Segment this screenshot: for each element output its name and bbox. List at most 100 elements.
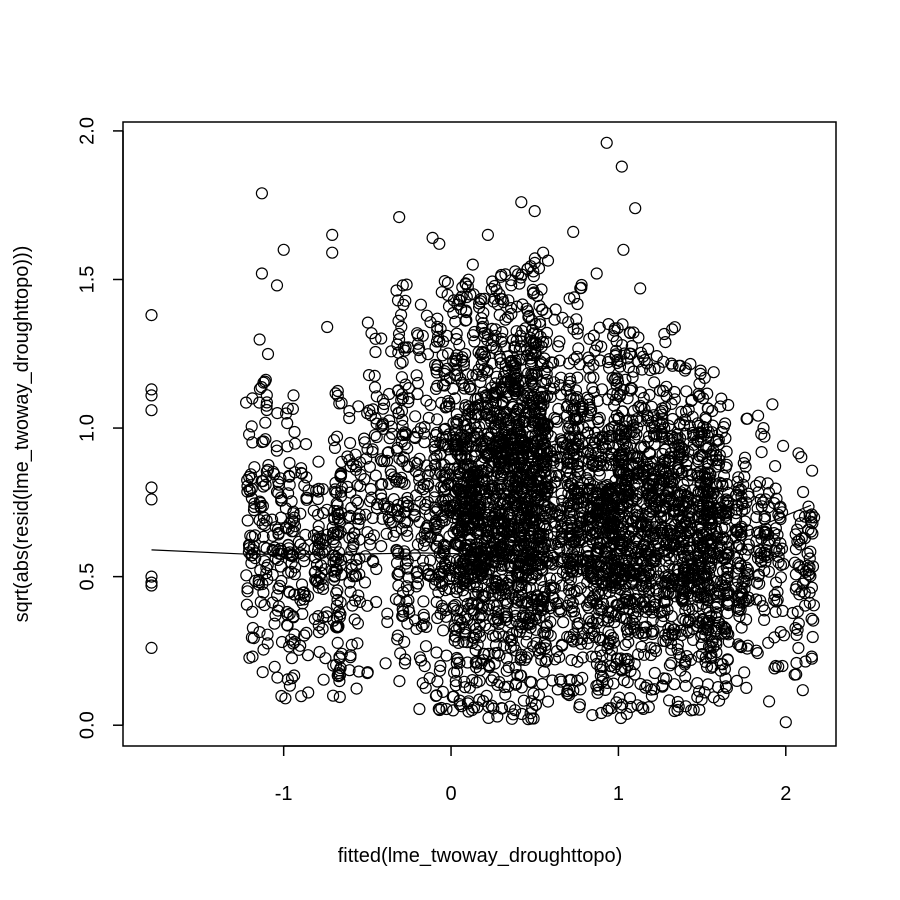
data-point <box>281 619 294 632</box>
data-point <box>738 549 752 562</box>
data-point <box>533 299 546 312</box>
data-point <box>675 628 688 642</box>
data-point <box>617 437 630 450</box>
data-point <box>327 434 341 447</box>
data-point <box>623 500 636 513</box>
data-point <box>741 412 754 425</box>
data-point <box>653 418 667 431</box>
data-point <box>634 282 647 295</box>
data-point <box>472 486 485 499</box>
data-point <box>641 530 654 543</box>
data-point <box>285 672 299 685</box>
data-point <box>449 352 462 365</box>
data-point <box>418 534 431 547</box>
data-point <box>581 446 594 459</box>
data-point <box>537 626 550 639</box>
data-point <box>333 610 346 624</box>
data-point <box>431 413 444 426</box>
data-point <box>594 354 607 367</box>
data-point <box>515 268 529 281</box>
data-point <box>379 657 392 670</box>
data-point <box>742 538 755 551</box>
data-point <box>300 471 313 484</box>
data-point <box>700 442 713 455</box>
data-point <box>623 594 636 608</box>
data-point <box>622 361 635 374</box>
data-point <box>755 446 768 459</box>
y-tick-label: 1.5 <box>76 266 98 294</box>
data-point <box>696 392 710 405</box>
data-point <box>145 576 158 589</box>
data-point <box>691 569 704 582</box>
data-point <box>593 321 606 334</box>
data-point <box>679 598 692 612</box>
data-point <box>271 589 284 602</box>
data-point <box>446 690 459 704</box>
data-point <box>653 482 666 495</box>
data-point <box>453 450 466 463</box>
data-point <box>491 612 504 625</box>
data-point <box>674 486 688 499</box>
data-point <box>459 278 472 291</box>
data-point <box>358 436 371 449</box>
data-point <box>661 470 675 483</box>
data-point <box>636 462 649 475</box>
data-point <box>634 386 647 399</box>
data-point <box>450 657 463 670</box>
data-point <box>661 527 674 540</box>
data-point <box>257 376 270 389</box>
data-point <box>432 702 445 716</box>
data-point <box>549 520 562 533</box>
data-point <box>668 393 681 406</box>
data-point <box>508 341 521 354</box>
data-point <box>771 585 784 599</box>
data-point <box>436 685 449 699</box>
data-point <box>639 576 652 589</box>
data-point <box>623 447 637 460</box>
data-point <box>376 402 390 415</box>
data-point <box>514 427 527 440</box>
data-point <box>528 368 541 381</box>
data-point <box>448 666 461 679</box>
data-point <box>675 592 688 605</box>
data-point <box>380 527 393 541</box>
data-point <box>397 609 410 622</box>
data-point <box>590 543 603 557</box>
data-point <box>326 563 339 577</box>
data-point <box>617 383 630 396</box>
data-point <box>455 290 468 303</box>
data-point <box>793 560 806 574</box>
data-point <box>805 650 818 663</box>
data-point <box>737 457 750 470</box>
data-point <box>288 425 301 439</box>
data-point <box>490 575 503 589</box>
data-point <box>647 624 660 638</box>
data-point <box>486 396 500 409</box>
data-point <box>311 525 325 538</box>
data-point <box>536 677 549 691</box>
data-point <box>385 345 398 358</box>
data-point <box>520 628 533 641</box>
data-point <box>730 581 743 595</box>
data-point <box>672 513 685 526</box>
data-point <box>555 639 569 652</box>
data-point <box>803 596 816 610</box>
data-point <box>620 474 633 487</box>
data-point <box>548 313 561 326</box>
data-point <box>768 534 781 547</box>
data-point <box>505 633 518 647</box>
data-point <box>659 635 672 648</box>
data-point <box>791 605 804 618</box>
data-point <box>591 586 605 599</box>
data-point <box>408 549 421 562</box>
data-point <box>607 399 621 412</box>
data-point <box>277 243 290 256</box>
data-point <box>433 664 446 677</box>
data-point <box>475 657 488 670</box>
data-point <box>491 678 504 692</box>
data-point <box>408 456 421 469</box>
data-point <box>657 672 670 685</box>
data-point <box>668 678 681 691</box>
data-point <box>571 327 584 340</box>
data-point <box>489 560 502 573</box>
